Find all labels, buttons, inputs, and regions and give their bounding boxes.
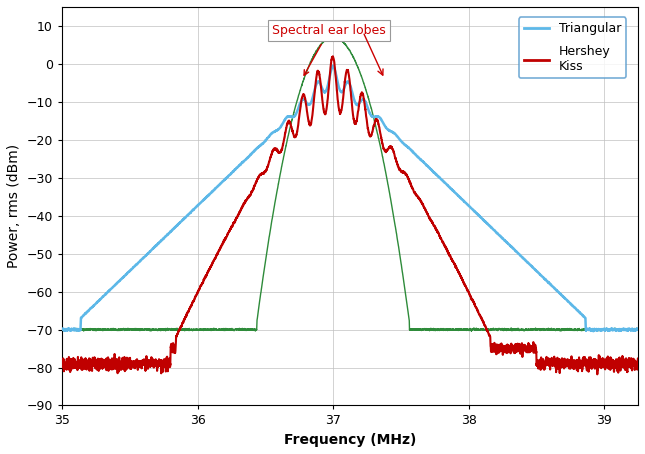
X-axis label: Frequency (MHz): Frequency (MHz) [284,433,416,447]
Text: Spectral ear lobes: Spectral ear lobes [272,24,386,75]
Legend: Triangular, Hershey
Kiss: Triangular, Hershey Kiss [519,17,626,78]
Y-axis label: Power, rms (dBm): Power, rms (dBm) [7,144,21,268]
